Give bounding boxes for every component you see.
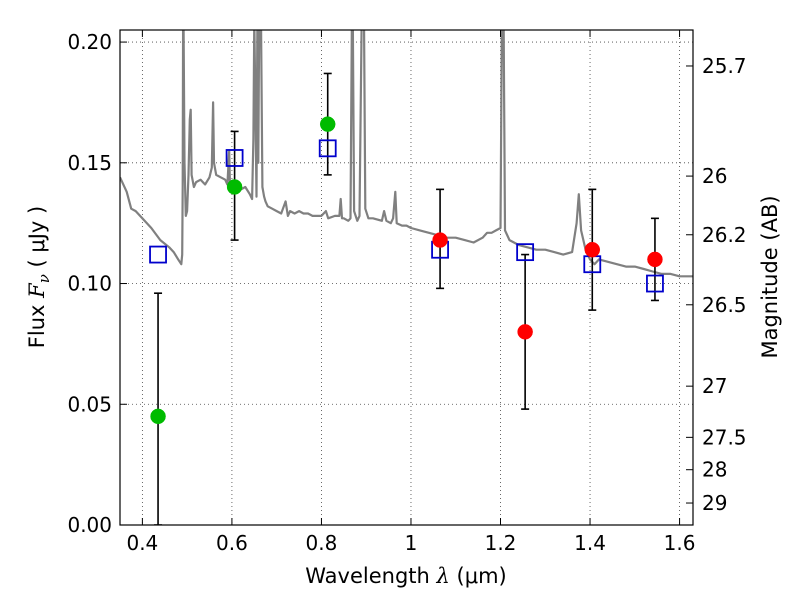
y2-tick-label: 26.5 — [702, 293, 747, 317]
model-square-marker — [318, 139, 337, 158]
x-tick-label: 0.6 — [216, 531, 248, 555]
y-tick-label: 0.15 — [67, 151, 112, 175]
y-tick-label: 0.05 — [67, 392, 112, 416]
plot-background — [120, 30, 693, 525]
x-tick-label: 1.2 — [485, 531, 517, 555]
data-point-circle — [432, 232, 448, 248]
axis-ticks: 0.4 0.6 0.8 1 1.2 1.4 1.6 0.00 0.05 0.10 0.15 0.20 2… — [67, 30, 747, 555]
x-axis-label: Wavelength λ (μm) — [305, 564, 506, 588]
grid — [120, 30, 693, 526]
y2-tick-label: 26 — [702, 164, 727, 188]
x-tick-label: 0.8 — [306, 531, 338, 555]
data-point-circle — [584, 241, 601, 258]
model-square-marker — [149, 245, 167, 264]
model-square-marker — [225, 149, 244, 167]
model-spectrum-line — [120, 30, 693, 278]
x-tick-label: 1 — [405, 531, 418, 555]
plot-frame — [119, 29, 694, 526]
x-tick-label: 0.4 — [126, 531, 158, 555]
model-spectrum — [120, 30, 693, 278]
data-point-circle — [647, 251, 663, 268]
data-point-circle — [319, 116, 336, 132]
data-point-circle — [517, 324, 533, 340]
y2-tick-label: 26.2 — [702, 223, 747, 247]
x-tick-label: 1.6 — [664, 531, 696, 555]
data-point-circle — [226, 179, 243, 195]
model-square-marker — [516, 243, 535, 262]
x-tick-label: 1.4 — [574, 531, 606, 555]
y-tick-label: 0.00 — [67, 513, 112, 537]
y2-tick-label: 25.7 — [702, 54, 747, 78]
y2-tick-label: 27 — [702, 374, 727, 398]
data-points — [149, 72, 664, 525]
y2-axis-label: Magnitude (AB) — [758, 195, 782, 358]
y-tick-label: 0.20 — [67, 30, 112, 54]
y-tick-label: 0.10 — [67, 272, 112, 296]
y-axis-label: Flux Fν ( μJy ) — [25, 206, 54, 348]
y2-tick-label: 28 — [702, 458, 727, 482]
model-square-marker — [646, 274, 664, 293]
y2-tick-label: 27.5 — [702, 425, 747, 449]
data-point-circle — [150, 408, 166, 425]
y2-tick-label: 29 — [702, 491, 727, 515]
